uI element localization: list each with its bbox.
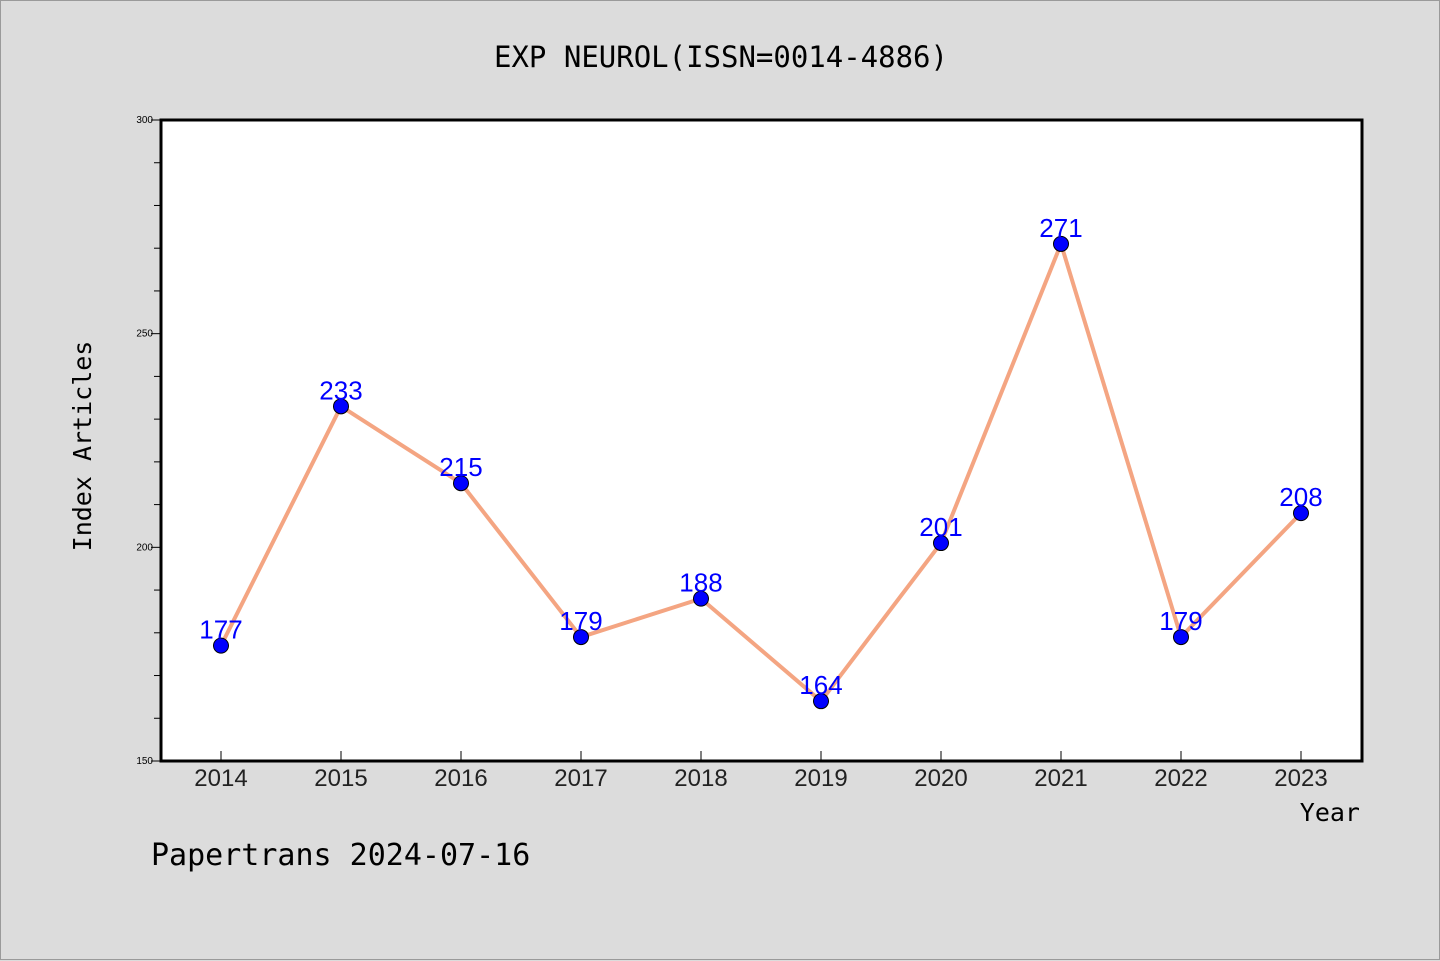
x-tick-label: 2019: [794, 765, 847, 792]
data-point: [453, 475, 469, 492]
data-label: 179: [1159, 606, 1202, 636]
data-label: 188: [679, 568, 722, 598]
data-point: [693, 590, 709, 607]
data-point: [933, 535, 949, 552]
x-tick-label: 2014: [194, 765, 247, 792]
chart-title: EXP NEUROL(ISSN=0014-4886): [494, 40, 948, 74]
data-label: 164: [799, 670, 842, 700]
x-axis-label: Year: [1300, 798, 1360, 827]
data-label: 233: [319, 375, 362, 405]
x-tick-label: 2023: [1274, 765, 1327, 792]
x-tick-label: 2022: [1154, 765, 1207, 792]
series-line: [219, 241, 1303, 704]
data-label: 215: [439, 452, 482, 482]
x-tick-label: 2016: [434, 765, 487, 792]
data-point: [573, 629, 589, 646]
data-label: 179: [559, 606, 602, 636]
data-label: 201: [919, 512, 962, 542]
plot-area: [159, 118, 1364, 763]
x-tick-label: 2020: [914, 765, 967, 792]
y-tick-label: 250: [136, 329, 153, 340]
y-tick-label: 200: [136, 542, 153, 553]
y-axis-label: Index Articles: [68, 341, 97, 552]
data-point: [1053, 235, 1069, 252]
data-point: [333, 398, 349, 415]
x-tick-label: 2015: [314, 765, 367, 792]
x-axis-ticks: 2014 2015 2016 2017 2018 2019 2020 2021 2022 2023: [194, 751, 1328, 792]
x-tick-label: 2017: [554, 765, 607, 792]
y-axis-ticks: 150 200 250 300: [136, 115, 161, 767]
data-label: 208: [1279, 482, 1322, 512]
data-label: 271: [1039, 213, 1082, 243]
footer-text: Papertrans 2024-07-16: [151, 838, 530, 873]
data-point: [1173, 629, 1189, 646]
data-point: [813, 693, 829, 710]
series-group: 177 233 215 179 188 164 201 271 179 208: [199, 213, 1323, 710]
y-tick-label: 150: [136, 756, 153, 767]
data-point: [1293, 505, 1309, 522]
x-tick-label: 2018: [674, 765, 727, 792]
data-label: 177: [199, 615, 242, 645]
y-tick-label: 300: [136, 115, 153, 126]
x-tick-label: 2021: [1034, 765, 1087, 792]
data-point: [213, 637, 229, 654]
